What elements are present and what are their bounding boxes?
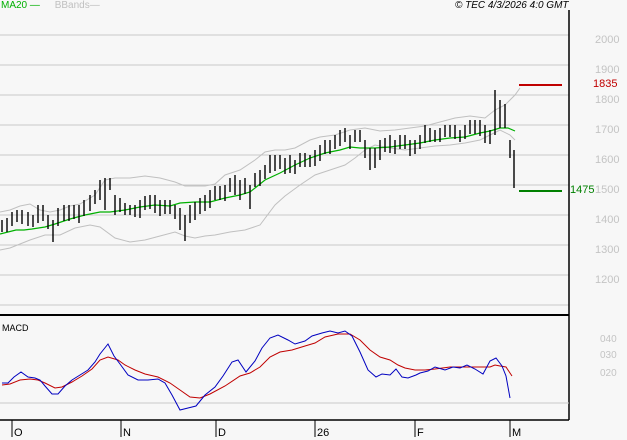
macd-label-020: 020 bbox=[600, 368, 617, 379]
y-label-2000: 2000 bbox=[595, 34, 620, 46]
price-gridlines bbox=[0, 34, 569, 306]
y-label-1300: 1300 bbox=[595, 244, 620, 256]
x-label-feb: F bbox=[417, 427, 424, 439]
y-label-1900: 1900 bbox=[595, 64, 620, 76]
x-label-dec: D bbox=[218, 427, 226, 439]
y-label-1200: 1200 bbox=[595, 274, 620, 286]
y-label-1500: 1500 bbox=[595, 184, 620, 196]
x-label-mar: M bbox=[512, 427, 522, 439]
x-label-2026: 26 bbox=[317, 427, 330, 439]
bollinger-bands bbox=[0, 87, 521, 251]
y-label-1600: 1600 bbox=[595, 154, 620, 166]
support-label: 1475 bbox=[570, 184, 595, 196]
ma20-line bbox=[0, 127, 516, 235]
macd-signal-line bbox=[1, 333, 513, 399]
y-label-1400: 1400 bbox=[595, 214, 620, 226]
legend: MA20 — BBands— bbox=[1, 0, 100, 12]
legend-ma20: MA20 — bbox=[1, 0, 40, 11]
x-ticks bbox=[11, 420, 511, 437]
ohlc-bars bbox=[1, 90, 515, 242]
resistance-label: 1835 bbox=[593, 78, 618, 90]
macd-line bbox=[2, 330, 511, 411]
legend-bbands: BBands— bbox=[54, 0, 100, 11]
x-label-nov: N bbox=[123, 427, 131, 439]
y-label-1700: 1700 bbox=[595, 124, 620, 136]
x-label-oct: O bbox=[14, 427, 23, 439]
macd-title: MACD bbox=[2, 323, 29, 333]
y-label-1800: 1800 bbox=[595, 94, 620, 106]
macd-label-030: 030 bbox=[600, 350, 617, 361]
macd-label-040: 040 bbox=[600, 334, 617, 345]
copyright-timestamp: © TEC 4/3/2026 4:0 GMT bbox=[455, 0, 569, 11]
